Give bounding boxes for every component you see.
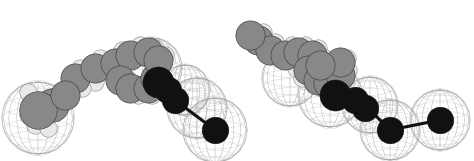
Point [154,59,162,61]
Point [144,87,152,89]
Point [304,69,312,71]
Point [308,81,316,83]
Point [161,54,169,56]
Point [251,44,259,46]
Point [361,107,369,109]
Point [244,37,252,39]
Point [351,99,359,101]
Point [144,51,152,53]
Point [151,47,159,49]
Point [148,94,156,96]
Point [156,64,164,66]
Point [121,87,129,89]
Point [116,79,124,81]
Point [118,49,126,51]
Point [61,94,69,96]
Point [41,99,49,101]
Point [331,94,339,96]
Point [254,39,262,41]
Point [281,54,289,56]
Point [266,49,274,51]
Point [271,41,279,43]
Point [331,87,339,89]
Point [308,54,316,56]
Point [24,114,32,116]
Point [111,62,119,64]
Point [343,57,351,59]
Point [34,109,42,111]
Point [288,44,296,46]
Point [259,31,267,33]
Point [326,81,334,83]
Point [246,34,254,36]
Point [126,87,134,89]
Point [436,119,444,121]
Point [91,81,99,83]
Point [344,69,352,71]
Point [171,99,179,101]
Point [321,57,329,59]
Point [294,51,302,53]
Point [78,87,86,89]
Point [136,44,144,46]
Point [76,67,84,69]
Point [126,54,134,56]
Point [336,61,344,63]
Point [154,81,162,83]
Point [314,47,322,49]
Point [301,44,309,46]
Point [24,91,32,93]
Point [336,74,344,76]
Point [386,129,394,131]
Point [338,81,346,83]
Point [31,124,39,126]
Point [298,77,306,79]
Point [158,87,166,89]
Point [71,77,79,79]
Point [292,67,300,69]
Point [318,87,326,89]
Point [316,64,324,66]
Point [296,57,304,59]
Point [314,79,322,81]
Point [151,77,159,79]
Point [134,94,142,96]
Point [211,129,219,131]
Point [91,67,99,69]
Point [44,127,52,129]
Point [164,89,172,91]
Point [96,57,104,59]
Point [48,104,56,106]
Point [106,72,114,74]
Point [28,101,36,103]
